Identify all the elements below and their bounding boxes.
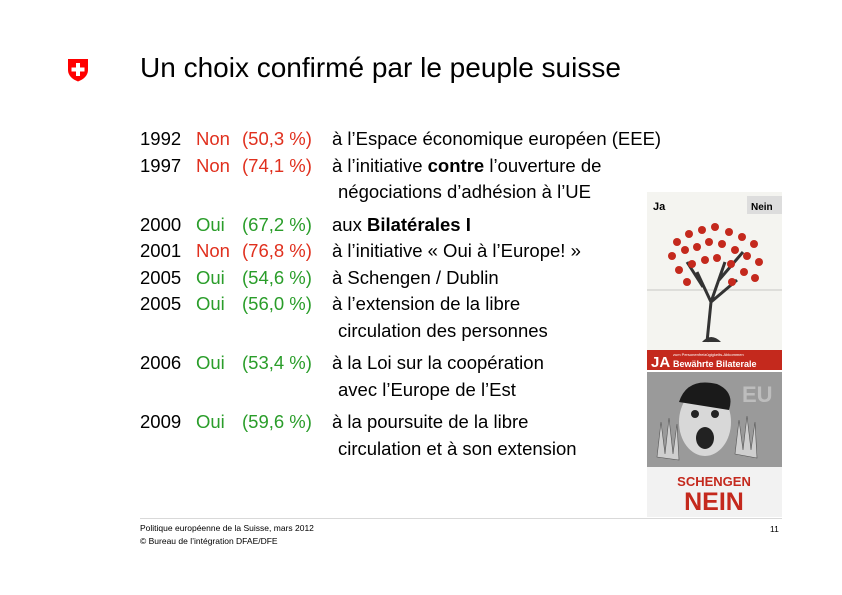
poster-nein-big: NEIN [684, 488, 744, 516]
vote-description: à l’Espace économique européen (EEE) [332, 128, 662, 149]
vote-percentage: (54,6 %) [242, 266, 312, 288]
vote-description: à l’initiative contre l’ouverture de [332, 154, 602, 176]
vote-description: à l’initiative « Oui à l’Europe! » [332, 240, 581, 261]
vote-year: 2000 [140, 213, 182, 235]
vote-result: Non [196, 154, 230, 176]
vote-result: Oui [196, 411, 225, 432]
poster-ja-big: JA [651, 354, 670, 371]
vote-description: à la Loi sur la coopération [332, 352, 544, 373]
vote-result: Non [196, 240, 230, 261]
vote-year: 2006 [140, 352, 182, 373]
schengen-poster: EU SCHENGEN NEIN [647, 372, 782, 517]
vote-year: 2001 [140, 240, 182, 261]
vote-description-continued: circulation et à son extension [338, 437, 577, 459]
footer-line-1: Politique européenne de la Suisse, mars … [140, 523, 314, 533]
vote-description: à Schengen / Dublin [332, 266, 499, 288]
vote-year: 2009 [140, 411, 182, 432]
poster-small-text: zum Personenfreizügigkeits-Abkommen [673, 352, 744, 357]
vote-description-continued: négociations d’adhésion à l’UE [338, 181, 592, 202]
bilaterale-poster: Ja Nein JA zum Personenfreizügigkeits-Ab… [647, 192, 782, 371]
poster-banner: Bewährte Bilaterale [673, 359, 757, 369]
vote-description: aux Bilatérales I [332, 213, 471, 235]
footer-line-2: © Bureau de l’intégration DFAE/DFE [140, 536, 278, 546]
footer: Politique européenne de la Suisse, mars … [140, 522, 314, 548]
vote-percentage: (59,6 %) [242, 411, 312, 432]
vote-result: Oui [196, 293, 225, 314]
vote-percentage: (67,2 %) [242, 213, 312, 235]
vote-result: Non [196, 128, 230, 149]
poster-nein-label: Nein [751, 202, 773, 213]
footer-divider [140, 518, 782, 519]
vote-year: 2005 [140, 293, 182, 314]
vote-result: Oui [196, 352, 225, 373]
poster-eu-label: EU [742, 382, 773, 407]
poster-ja-label: Ja [653, 201, 666, 213]
vote-result: Oui [196, 213, 225, 235]
vote-year: 1992 [140, 128, 182, 149]
poster-schengen-label: SCHENGEN [677, 474, 751, 489]
vote-year: 1997 [140, 154, 182, 176]
vote-description-continued: circulation des personnes [338, 319, 548, 341]
vote-percentage: (76,8 %) [242, 240, 312, 261]
vote-percentage: (56,0 %) [242, 293, 312, 314]
vote-result: Oui [196, 266, 225, 288]
page-number: 11 [770, 524, 779, 534]
vote-year: 2005 [140, 266, 182, 288]
vote-description-continued: avec l’Europe de l’Est [338, 378, 516, 400]
vote-percentage: (53,4 %) [242, 352, 312, 373]
page-title: Un choix confirmé par le peuple suisse [140, 52, 621, 83]
vote-percentage: (74,1 %) [242, 154, 312, 176]
vote-percentage: (50,3 %) [242, 128, 312, 149]
swiss-cross-logo [68, 59, 88, 82]
vote-description: à la poursuite de la libre [332, 411, 529, 432]
campaign-posters: Ja Nein JA zum Personenfreizügigkeits-Ab… [647, 192, 782, 517]
vote-description: à l’extension de la libre [332, 293, 521, 314]
